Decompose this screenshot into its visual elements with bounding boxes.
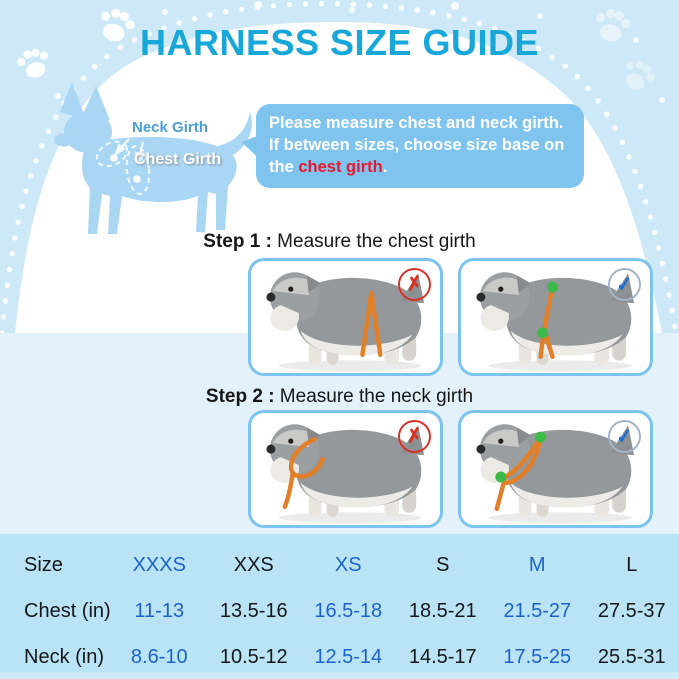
dotted-arc-border — [0, 0, 679, 333]
size-xxxs: XXXS — [132, 553, 186, 576]
dog-silhouette — [54, 82, 252, 234]
measuring-tape — [360, 290, 374, 358]
step2-heading: Step 2 : Measure the neck girth — [0, 386, 679, 408]
neck-m: 17.5-25 — [503, 645, 572, 668]
note-line2: If between sizes, choose size base on — [269, 135, 565, 154]
neck-xxs: 10.5-12 — [219, 645, 288, 668]
step2-wrong-dog-photo — [266, 424, 425, 524]
step2-text: Measure the neck girth — [274, 386, 474, 407]
chest-xxs: 13.5-16 — [219, 599, 288, 622]
girth-dashed-ellipses — [95, 140, 151, 195]
measure-arrows — [113, 138, 146, 164]
measure-point-dot — [535, 431, 547, 443]
snow-dots — [55, 1, 665, 103]
size-table-header-row: Size XXXS XXS XS S M L — [0, 542, 679, 588]
measuring-tape — [494, 476, 508, 512]
note-line3-post: . — [382, 157, 388, 176]
step1-correct-photo-card: ✓ — [458, 258, 653, 376]
measure-note-text: Please measure chest and neck girth. If … — [269, 113, 571, 179]
size-l: L — [626, 553, 638, 576]
note-line1: Please measure chest and neck girth. — [269, 114, 564, 132]
size-xs: XS — [334, 553, 362, 576]
step2-correct-photo-card: ✓ — [458, 410, 653, 528]
chest-xs: 16.5-18 — [314, 599, 383, 622]
measure-note-bubble: Please measure chest and neck girth. If … — [256, 104, 584, 188]
measure-point-dot — [537, 327, 549, 339]
chest-xxxs: 11-13 — [134, 599, 185, 622]
neck-l: 25.5-31 — [597, 645, 666, 668]
chest-row: Chest (in) 11-13 13.5-16 16.5-18 18.5-21… — [0, 588, 679, 634]
neck-xxxs: 8.6-10 — [130, 645, 188, 668]
size-m: M — [528, 553, 546, 576]
step1-heading: Step 1 : Measure the chest girth — [0, 231, 679, 253]
measure-point-dot — [547, 281, 558, 293]
neck-measure-dot — [110, 154, 118, 162]
chest-measure-dot — [133, 175, 141, 183]
dog-measurement-diagram — [54, 82, 252, 234]
measuring-tape — [504, 434, 543, 486]
chest-girth-label: Chest Girth — [134, 151, 222, 168]
measure-point-dot — [495, 471, 507, 483]
step2-wrong-photo-card: ✗ — [248, 410, 443, 528]
step1-wrong-dog-photo — [266, 272, 425, 372]
bottom-edge-strip — [0, 672, 679, 679]
size-xxs: XXS — [233, 553, 274, 576]
neck-row: Neck (in) 8.6-10 10.5-12 12.5-14 14.5-17… — [0, 634, 679, 679]
measuring-tape — [369, 290, 383, 358]
note-chest-girth-highlight: chest girth — [298, 157, 383, 176]
neck-xs: 12.5-14 — [314, 645, 383, 668]
neck-s: 14.5-17 — [408, 645, 477, 668]
step2-prefix: Step 2 : — [205, 386, 275, 407]
step1-prefix: Step 1 : — [203, 231, 272, 252]
note-line3-pre: the — [269, 157, 299, 176]
size-row-label: Size — [24, 553, 63, 576]
measuring-tape — [538, 284, 555, 360]
step1-correct-dog-photo — [476, 272, 635, 372]
measuring-tape — [282, 470, 296, 510]
neck-row-label: Neck (in) — [24, 645, 105, 668]
size-table: Size XXXS XXS XS S M L Chest (in) 11-13 … — [0, 534, 679, 679]
chest-l: 27.5-37 — [597, 599, 666, 622]
page-title: HARNESS SIZE GUIDE — [139, 22, 540, 63]
step1-text: Measure the chest girth — [271, 231, 476, 252]
chest-row-label: Chest (in) — [24, 599, 111, 622]
chest-s: 18.5-21 — [408, 599, 477, 622]
step1-wrong-photo-card: ✗ — [248, 258, 443, 376]
table-background-band — [0, 534, 679, 672]
chest-m: 21.5-27 — [503, 599, 572, 622]
step2-correct-dog-photo — [476, 424, 635, 524]
neck-girth-label: Neck Girth — [132, 119, 208, 136]
size-s: S — [436, 553, 450, 576]
